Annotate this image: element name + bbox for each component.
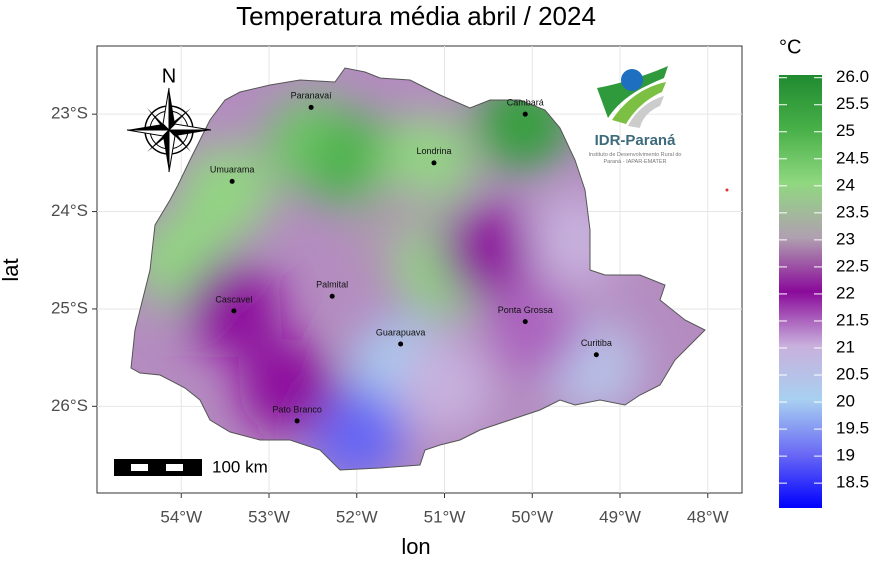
marker-dot	[725, 188, 729, 192]
north-label: N	[162, 65, 176, 87]
city-label: Guarapuava	[376, 327, 426, 337]
city-label: Umuarama	[210, 165, 255, 175]
city-point	[431, 160, 437, 166]
colorbar-tick-label: 19	[836, 446, 855, 465]
colorbar-tick-label: 24	[836, 175, 855, 194]
x-tick-label: 48°W	[687, 507, 729, 526]
city-point	[398, 341, 404, 347]
x-tick-label: 52°W	[336, 507, 378, 526]
colorbar-tick-label: 21.5	[836, 310, 869, 329]
colorbar-tick-label: 25.5	[836, 94, 869, 113]
x-axis-title: lon	[401, 534, 430, 559]
x-tick-label: 54°W	[160, 507, 202, 526]
city-point	[294, 418, 300, 424]
temperature-zone	[396, 338, 493, 435]
y-tick-label: 26°S	[51, 396, 88, 415]
colorbar-tick-label: 22.5	[836, 256, 869, 275]
temperature-zone	[484, 280, 581, 377]
city-label: Curitiba	[581, 338, 612, 348]
y-axis-title: lat	[0, 258, 23, 281]
chart-title: Temperatura média abril / 2024	[236, 1, 596, 31]
north-arrow	[126, 87, 212, 173]
city-label: Paranavaí	[291, 91, 333, 101]
city-point	[229, 178, 235, 184]
city-label: Londrina	[416, 146, 451, 156]
city-point	[522, 319, 528, 325]
x-tick-label: 51°W	[424, 507, 466, 526]
logo-name: IDR-Paraná	[595, 132, 677, 149]
colorbar-tick-label: 26.0	[836, 67, 869, 86]
scale-label: 100 km	[212, 457, 268, 476]
x-tick-label: 50°W	[511, 507, 553, 526]
colorbar-tick-label: 19.5	[836, 419, 869, 438]
colorbar-tick-label: 20.5	[836, 365, 869, 384]
colorbar-tick-label: 25	[836, 121, 855, 140]
city-point	[593, 352, 599, 358]
city-label: Cascavel	[215, 294, 252, 304]
x-tick-label: 49°W	[599, 507, 641, 526]
colorbar-tick-label: 20	[836, 392, 855, 411]
y-tick-label: 23°S	[51, 104, 88, 123]
temperature-zone	[177, 144, 274, 241]
colorbar-tick-label: 22	[836, 283, 855, 302]
city-point	[231, 308, 237, 314]
city-label: Ponta Grossa	[498, 305, 553, 315]
colorbar-tick-label: 23	[836, 229, 855, 248]
temperature-zone	[308, 114, 405, 211]
colorbar-tick-label: 21	[836, 337, 855, 356]
logo-caption: Instituto de Desenvolvimento Rural do Pa…	[588, 152, 682, 165]
city-label: Cambará	[507, 98, 544, 108]
city-point	[522, 111, 528, 117]
logo-caption-box: Instituto de Desenvolvimento Rural do Pa…	[588, 152, 682, 165]
y-tick-label: 25°S	[51, 298, 88, 317]
city-point	[329, 293, 335, 299]
city-label: Palmital	[316, 280, 348, 290]
colorbar-tick-label: 23.5	[836, 202, 869, 221]
y-tick-label: 24°S	[51, 201, 88, 220]
city-label: Pato Branco	[272, 404, 322, 414]
temperature-zone	[440, 202, 537, 299]
temperature-zone	[308, 387, 405, 470]
legend-title: °C	[779, 36, 801, 58]
scale-bar	[114, 459, 202, 476]
temperature-zone	[238, 338, 335, 435]
logo	[597, 66, 668, 128]
colorbar	[779, 75, 822, 508]
city-point	[308, 104, 314, 110]
colorbar-tick-label: 24.5	[836, 148, 869, 167]
colorbar-tick-label: 18.5	[836, 473, 869, 492]
x-tick-label: 53°W	[248, 507, 290, 526]
